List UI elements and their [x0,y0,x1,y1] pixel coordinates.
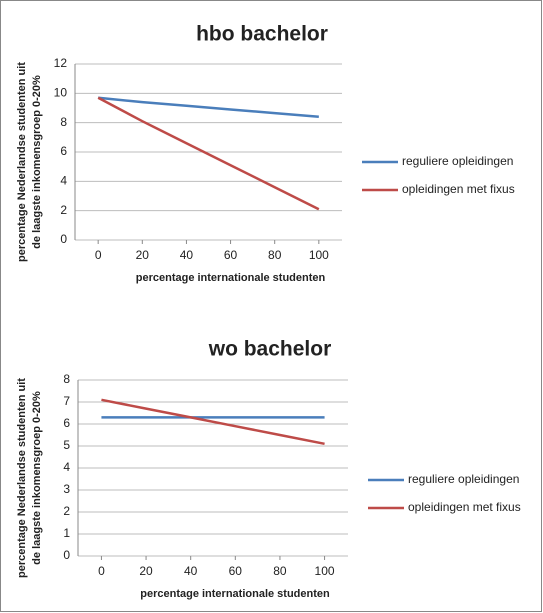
y-tick-label: 4 [60,174,67,188]
y-tick-label: 7 [63,394,70,408]
x-tick-label: 20 [139,564,153,578]
y-tick-label: 5 [63,438,70,452]
y-tick-label: 4 [63,460,70,474]
y-tick-label: 8 [60,115,67,129]
y-tick-label: 8 [63,372,70,386]
chart-title: hbo bachelor [196,23,328,46]
legend-label: reguliere opleidingen [408,472,519,486]
data-line [97,96,320,211]
y-tick-label: 2 [63,504,70,518]
x-tick-label: 60 [224,248,238,262]
legend-label: reguliere opleidingen [402,154,513,168]
y-tick-label: 3 [63,482,70,496]
y-tick-label: 10 [54,86,68,100]
x-tick-label: 100 [309,248,329,262]
y-axis-label: de laagste inkomensgroep 0-20% [31,391,43,565]
chart-title: wo bachelor [208,338,332,361]
x-tick-label: 0 [95,248,102,262]
y-tick-label: 2 [60,203,67,217]
x-tick-label: 60 [229,564,243,578]
x-tick-label: 40 [180,248,194,262]
y-tick-label: 6 [63,416,70,430]
data-line [98,96,319,119]
x-tick-label: 0 [98,564,105,578]
y-tick-label: 12 [54,56,68,70]
x-tick-label: 80 [268,248,282,262]
y-tick-label: 0 [60,232,67,246]
y-tick-label: 1 [63,526,70,540]
legend-label: opleidingen met fixus [402,182,515,196]
x-tick-label: 40 [184,564,198,578]
x-axis-label: percentage internationale studenten [140,588,330,600]
y-axis-label: percentage Nederlandse studenten uit [16,378,28,578]
x-tick-label: 20 [136,248,150,262]
y-axis-label: de laagste inkomensgroep 0-20% [31,75,43,249]
x-axis-label: percentage internationale studenten [136,272,326,284]
x-tick-label: 100 [315,564,335,578]
y-tick-label: 6 [60,144,67,158]
legend-label: opleidingen met fixus [408,500,521,514]
y-axis-label: percentage Nederlandse studenten uit [16,62,28,262]
x-tick-label: 80 [273,564,287,578]
y-tick-label: 0 [63,548,70,562]
data-line [101,398,325,446]
